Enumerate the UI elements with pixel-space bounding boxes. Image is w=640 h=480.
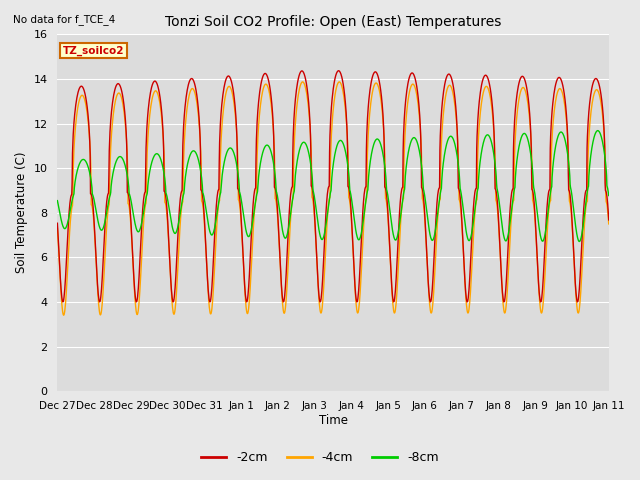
Text: TZ_soilco2: TZ_soilco2 (63, 46, 124, 56)
Legend: -2cm, -4cm, -8cm: -2cm, -4cm, -8cm (196, 446, 444, 469)
Text: No data for f_TCE_4: No data for f_TCE_4 (13, 14, 115, 25)
Title: Tonzi Soil CO2 Profile: Open (East) Temperatures: Tonzi Soil CO2 Profile: Open (East) Temp… (165, 15, 501, 29)
Y-axis label: Soil Temperature (C): Soil Temperature (C) (15, 152, 28, 274)
X-axis label: Time: Time (319, 414, 348, 427)
